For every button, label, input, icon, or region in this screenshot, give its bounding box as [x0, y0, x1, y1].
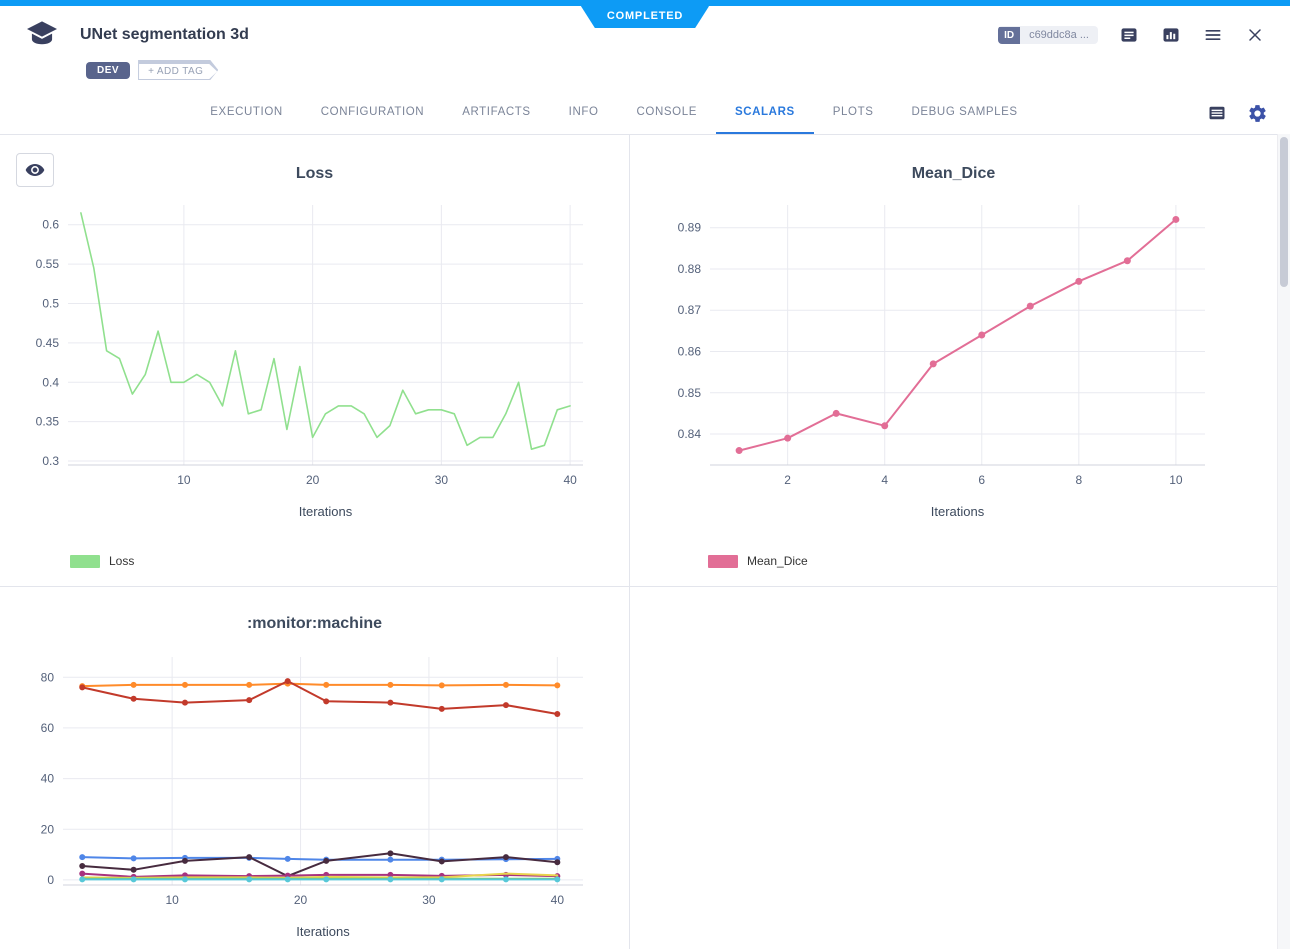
table-view-button[interactable]	[1206, 102, 1228, 124]
svg-text:0.88: 0.88	[678, 262, 702, 276]
mean-dice-chart[interactable]: 2 4 6 8 10 0.84 0.85 0.86 0.87 0.88 0.89 Iterations	[640, 193, 1277, 528]
monitor-machine-chart-panel: :monitor:machine 10 20 30 40 0 20 40 60 80 Iterat…	[0, 587, 630, 949]
svg-text:40: 40	[551, 893, 565, 907]
scalars-panel-grid: Loss 10 20 30 40 0.3 0.35 0.4 0.45 0.5 0.55 0.6 Ite…	[0, 134, 1277, 949]
page-title: UNet segmentation 3d	[80, 26, 249, 43]
vertical-scrollbar[interactable]	[1277, 134, 1290, 949]
svg-text:Iterations: Iterations	[299, 504, 353, 519]
svg-text:60: 60	[41, 721, 55, 735]
svg-text:0.86: 0.86	[678, 345, 702, 359]
clearml-logo-icon	[27, 21, 57, 45]
loss-legend-swatch	[70, 554, 100, 568]
tab-info[interactable]: INFO	[568, 106, 599, 118]
svg-text:0.35: 0.35	[36, 415, 60, 429]
svg-text:Iterations: Iterations	[931, 504, 985, 519]
svg-text:6: 6	[978, 473, 985, 487]
svg-text:0.87: 0.87	[678, 303, 702, 317]
tab-scalars[interactable]: SCALARS	[715, 92, 814, 134]
status-ribbon-label: COMPLETED	[606, 10, 684, 22]
id-value: c69ddc8a ...	[1029, 29, 1089, 41]
add-tag-button[interactable]: + ADD TAG	[138, 60, 218, 80]
mean-dice-chart-panel: Mean_Dice 2 4 6 8 10 0.84 0.85 0.86 0.87 0.88 0.89…	[630, 135, 1277, 587]
mean-dice-chart-title: Mean_Dice	[911, 165, 996, 182]
mean-dice-legend-swatch	[708, 554, 738, 568]
eye-icon	[25, 164, 45, 176]
loss-chart[interactable]: 10 20 30 40 0.3 0.35 0.4 0.45 0.5 0.55 0.6 Iteratio…	[8, 193, 629, 528]
svg-text:40: 40	[563, 473, 577, 487]
details-panel-button[interactable]	[1118, 24, 1140, 46]
mean-dice-legend-label: Mean_Dice	[747, 554, 808, 568]
svg-text:0.45: 0.45	[36, 336, 60, 350]
svg-text:0: 0	[47, 873, 54, 887]
mean-dice-legend-item[interactable]: Mean_Dice	[708, 554, 1277, 568]
svg-text:10: 10	[1169, 473, 1183, 487]
experiment-id-badge[interactable]: ID c69ddc8a ...	[998, 26, 1098, 44]
svg-text:30: 30	[435, 473, 449, 487]
status-strip	[0, 0, 1290, 6]
loss-chart-title: Loss	[295, 165, 334, 182]
svg-text:30: 30	[422, 893, 436, 907]
svg-text:Iterations: Iterations	[296, 924, 350, 939]
tab-plots[interactable]: PLOTS	[832, 106, 874, 118]
details-panel-icon	[1121, 28, 1137, 42]
close-icon	[1249, 29, 1261, 41]
menu-icon	[1205, 30, 1221, 40]
chart-panel-button[interactable]	[1160, 24, 1182, 46]
svg-text:0.5: 0.5	[42, 296, 59, 310]
tab-artifacts[interactable]: ARTIFACTS	[462, 106, 531, 118]
chart-panel-icon	[1163, 28, 1179, 42]
status-ribbon: COMPLETED	[581, 6, 709, 28]
svg-text:0.89: 0.89	[678, 221, 702, 235]
svg-text:0.55: 0.55	[36, 257, 60, 271]
svg-text:20: 20	[306, 473, 320, 487]
experiment-header: UNet segmentation 3d ID c69ddc8a ...	[0, 6, 1290, 92]
loss-chart-panel: Loss 10 20 30 40 0.3 0.35 0.4 0.45 0.5 0.55 0.6 Ite…	[0, 135, 630, 587]
id-label: ID	[998, 26, 1021, 44]
monitor-machine-chart-title: :monitor:machine	[246, 615, 383, 632]
svg-text:8: 8	[1075, 473, 1082, 487]
table-view-icon	[1209, 106, 1225, 120]
settings-gear-icon	[1248, 104, 1266, 122]
svg-text:4: 4	[881, 473, 888, 487]
tab-debug-samples[interactable]: DEBUG SAMPLES	[911, 106, 1018, 118]
tab-configuration[interactable]: CONFIGURATION	[320, 106, 425, 118]
svg-text:20: 20	[41, 822, 55, 836]
monitor-machine-chart[interactable]: 10 20 30 40 0 20 40 60 80 Iterations	[8, 643, 629, 948]
svg-text:20: 20	[294, 893, 308, 907]
add-tag-label: + ADD TAG	[139, 64, 217, 79]
experiment-tab-bar: EXECUTION CONFIGURATION ARTIFACTS INFO C…	[0, 92, 1290, 134]
svg-text:0.85: 0.85	[678, 386, 702, 400]
loss-legend-item[interactable]: Loss	[70, 554, 629, 568]
svg-text:0.6: 0.6	[42, 218, 59, 232]
settings-button[interactable]	[1246, 102, 1268, 124]
menu-button[interactable]	[1202, 24, 1224, 46]
empty-panel	[630, 587, 1277, 949]
svg-text:10: 10	[177, 473, 191, 487]
svg-text:2: 2	[784, 473, 791, 487]
tag-dev[interactable]: DEV	[86, 61, 131, 79]
scrollbar-thumb[interactable]	[1280, 137, 1288, 287]
loss-legend-label: Loss	[109, 554, 135, 568]
svg-text:0.84: 0.84	[678, 427, 702, 441]
close-button[interactable]	[1244, 24, 1266, 46]
svg-text:0.4: 0.4	[42, 375, 59, 389]
svg-text:0.3: 0.3	[42, 454, 59, 468]
svg-text:80: 80	[41, 670, 55, 684]
svg-text:40: 40	[41, 772, 55, 786]
svg-text:10: 10	[165, 893, 179, 907]
tab-console[interactable]: CONSOLE	[636, 106, 697, 118]
tab-execution[interactable]: EXECUTION	[210, 106, 283, 118]
hide-plots-button[interactable]	[16, 153, 54, 187]
